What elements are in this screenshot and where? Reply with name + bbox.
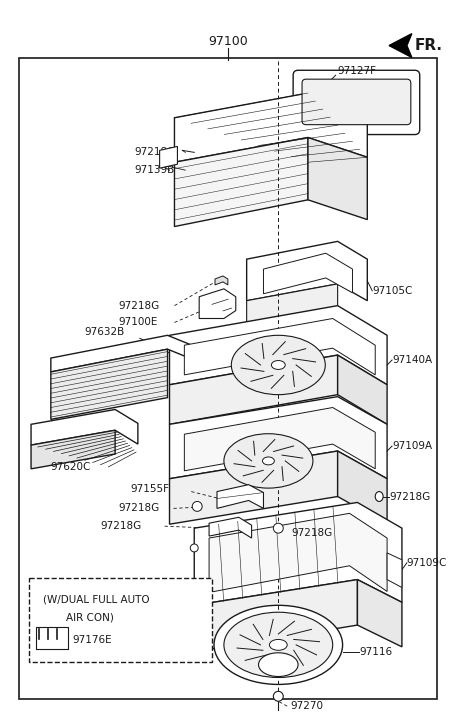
Text: FR.: FR. (415, 38, 443, 53)
Bar (29, 578, 212, 662)
Circle shape (192, 502, 202, 511)
Polygon shape (31, 409, 138, 445)
Text: 97140A: 97140A (392, 355, 432, 365)
FancyBboxPatch shape (293, 71, 420, 134)
Ellipse shape (269, 640, 287, 651)
Polygon shape (209, 518, 251, 538)
Ellipse shape (258, 653, 298, 677)
Text: 97139B: 97139B (134, 165, 174, 175)
Ellipse shape (231, 335, 325, 395)
Ellipse shape (272, 361, 285, 369)
Polygon shape (215, 276, 228, 285)
Circle shape (273, 691, 283, 702)
Polygon shape (338, 451, 387, 524)
Polygon shape (185, 408, 375, 471)
Polygon shape (194, 502, 402, 606)
Polygon shape (199, 289, 236, 318)
Polygon shape (247, 284, 338, 327)
Text: 97176E: 97176E (73, 635, 112, 645)
Text: 97127F: 97127F (338, 66, 376, 76)
Text: AIR CON): AIR CON) (65, 612, 114, 622)
Polygon shape (308, 137, 367, 220)
Polygon shape (194, 579, 357, 652)
Text: 97100: 97100 (208, 35, 248, 48)
Ellipse shape (214, 606, 343, 684)
FancyBboxPatch shape (36, 627, 68, 648)
Ellipse shape (262, 457, 274, 465)
Polygon shape (51, 335, 199, 372)
Polygon shape (174, 93, 367, 162)
Polygon shape (160, 146, 177, 168)
Polygon shape (247, 241, 367, 301)
Circle shape (273, 523, 283, 533)
Polygon shape (263, 253, 353, 294)
Polygon shape (338, 355, 387, 425)
Polygon shape (217, 485, 263, 508)
Text: 97620C: 97620C (51, 462, 91, 472)
Text: 97105C: 97105C (372, 286, 413, 296)
Ellipse shape (375, 491, 383, 502)
Polygon shape (387, 553, 402, 587)
Text: 97109C: 97109C (407, 558, 447, 568)
Text: (W/DUAL FULL AUTO: (W/DUAL FULL AUTO (43, 595, 150, 604)
Text: 97113B: 97113B (229, 553, 269, 563)
Polygon shape (169, 451, 338, 524)
Polygon shape (389, 33, 412, 57)
Text: 97116: 97116 (360, 647, 393, 656)
Text: 97218G: 97218G (291, 528, 333, 538)
Polygon shape (174, 137, 308, 227)
Text: 97218G: 97218G (100, 521, 142, 531)
Polygon shape (357, 579, 402, 647)
Ellipse shape (224, 612, 333, 678)
Polygon shape (51, 349, 168, 419)
Text: 97270: 97270 (290, 701, 323, 711)
FancyBboxPatch shape (302, 79, 411, 124)
Polygon shape (185, 318, 375, 375)
Bar (19, 58, 436, 699)
Polygon shape (169, 397, 387, 478)
Polygon shape (169, 305, 387, 385)
Text: 97218G: 97218G (118, 503, 159, 513)
Text: 97218G: 97218G (134, 148, 175, 157)
Text: 97218G: 97218G (389, 491, 431, 502)
Text: 97109A: 97109A (392, 441, 432, 451)
Text: 97100E: 97100E (118, 318, 158, 327)
Polygon shape (31, 430, 115, 469)
Text: 97218G: 97218G (118, 301, 159, 310)
Circle shape (190, 544, 198, 552)
Polygon shape (169, 355, 338, 425)
Text: 97155F: 97155F (130, 483, 169, 494)
Polygon shape (209, 513, 387, 593)
Text: 97632B: 97632B (84, 327, 125, 337)
Ellipse shape (224, 434, 313, 488)
